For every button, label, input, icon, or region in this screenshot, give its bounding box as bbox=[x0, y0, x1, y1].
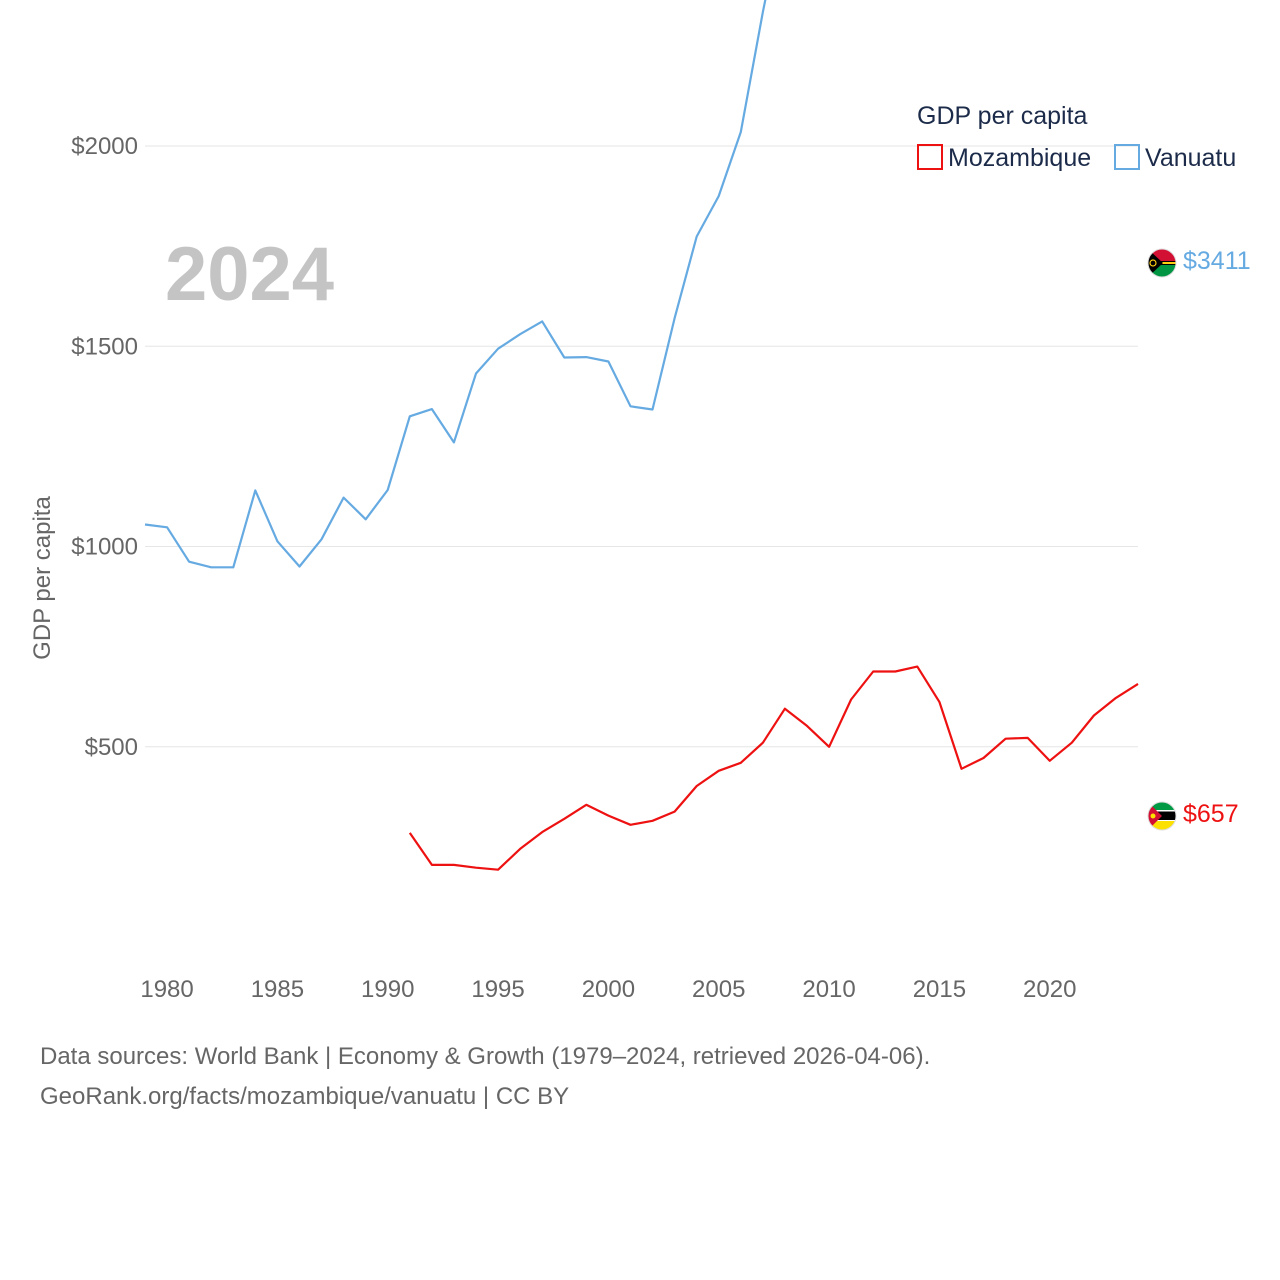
mozambique-end-value: $657 bbox=[1183, 800, 1239, 828]
y-tick-label: $1000 bbox=[71, 534, 138, 561]
x-tick-label: 2020 bbox=[1023, 976, 1076, 1003]
legend-title: GDP per capita bbox=[917, 102, 1088, 130]
mozambique-flag-icon bbox=[1148, 802, 1176, 830]
legend-label-mozambique: Mozambique bbox=[948, 144, 1091, 172]
series-line-mozambique bbox=[408, 665, 1139, 871]
vanuatu-end-value: $3411 bbox=[1183, 247, 1251, 275]
y-axis-label: GDP per capita bbox=[29, 496, 56, 660]
vanuatu-flag-icon bbox=[1148, 249, 1176, 277]
legend: GDP per capita Mozambique Vanuatu bbox=[917, 102, 1236, 172]
series-lines bbox=[144, 0, 1139, 871]
legend-swatch-vanuatu bbox=[1114, 144, 1140, 170]
legend-label-vanuatu: Vanuatu bbox=[1145, 144, 1236, 172]
x-tick-label: 1995 bbox=[471, 976, 524, 1003]
x-tick-label: 2005 bbox=[692, 976, 745, 1003]
y-axis-ticks: $500$1000$1500$2000$2500$3000$3500 bbox=[71, 133, 138, 761]
series-line-vanuatu bbox=[144, 0, 767, 569]
year-watermark: 2024 bbox=[165, 232, 334, 317]
legend-swatch-mozambique bbox=[917, 144, 943, 170]
x-tick-label: 1980 bbox=[140, 976, 193, 1003]
x-tick-label: 2000 bbox=[582, 976, 635, 1003]
gdp-line-chart: $500$1000$1500$2000$2500$3000$3500 19801… bbox=[29, 0, 1251, 1003]
x-tick-label: 2015 bbox=[913, 976, 966, 1003]
y-tick-label: $2000 bbox=[71, 133, 138, 160]
grid-lines bbox=[145, 145, 1138, 748]
x-axis-ticks: 1980 1985 1990 1995 2000 2005 2010 2015 2020 bbox=[140, 976, 1076, 1003]
x-tick-label: 1990 bbox=[361, 976, 414, 1003]
data-source-line: Data sources: World Bank | Economy & Gro… bbox=[40, 1043, 931, 1070]
source-url-line: GeoRank.org/facts/mozambique/vanuatu | C… bbox=[40, 1083, 570, 1110]
x-tick-label: 2010 bbox=[802, 976, 855, 1003]
y-tick-label: $1500 bbox=[71, 333, 138, 360]
x-tick-label: 1985 bbox=[251, 976, 304, 1003]
y-tick-label: $500 bbox=[85, 734, 138, 761]
